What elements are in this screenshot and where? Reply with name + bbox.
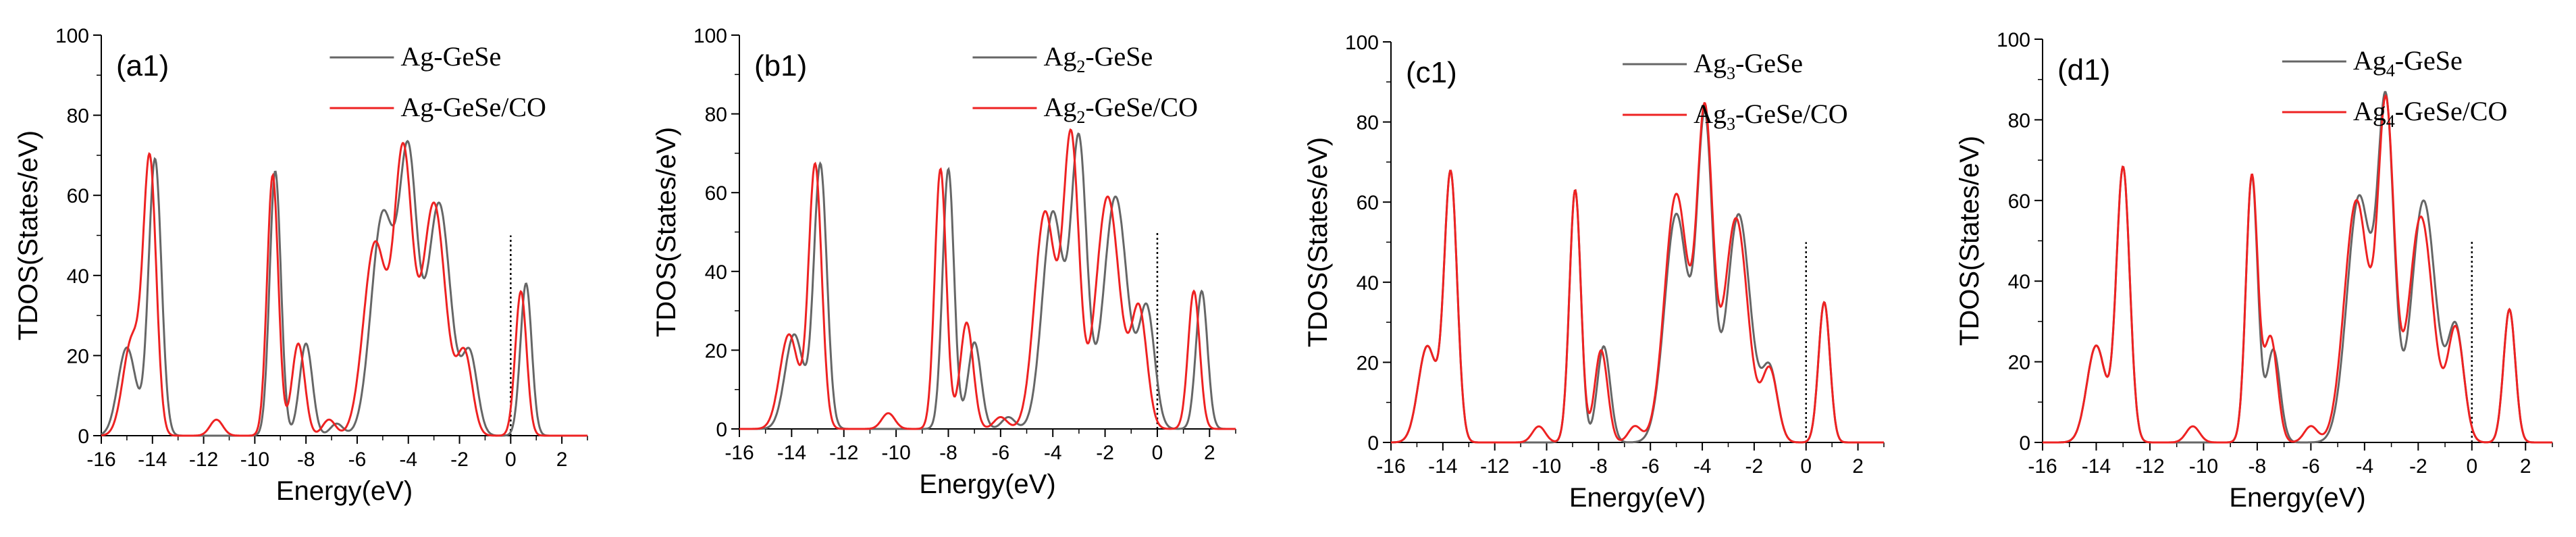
y-tick-label: 0 — [2019, 432, 2030, 455]
x-tick-label: -4 — [1693, 455, 1712, 478]
y-tick-label: 60 — [67, 185, 89, 207]
y-tick-label: 40 — [67, 265, 89, 288]
x-tick-label: -8 — [2249, 455, 2267, 478]
x-tick-label: 0 — [1152, 442, 1163, 464]
x-tick-label: -14 — [2082, 455, 2111, 478]
y-axis-title: TDOS(States/eV) — [652, 127, 681, 337]
x-tick-label: -16 — [1376, 455, 1405, 478]
x-tick-label: -16 — [725, 442, 754, 464]
x-tick-label: -10 — [2189, 455, 2218, 478]
legend-entry: Ag2-GeSe/CO — [1043, 92, 1198, 127]
y-tick-label: 20 — [705, 340, 727, 362]
legend-entry: Ag3-GeSe/CO — [1693, 99, 1848, 134]
y-axis-title: TDOS(States/eV) — [14, 130, 43, 340]
y-tick-label: 40 — [1357, 272, 1379, 295]
x-tick-label: -8 — [297, 449, 315, 471]
legend-entry: Ag2-GeSe — [1043, 41, 1153, 76]
y-tick-label: 40 — [705, 261, 727, 284]
panel-label: (b1) — [754, 49, 807, 82]
x-tick-label: -12 — [2135, 455, 2164, 478]
x-tick-label: -6 — [991, 442, 1009, 464]
legend-entry: Ag-GeSe/CO — [400, 92, 546, 122]
x-tick-label: -2 — [1096, 442, 1114, 464]
x-tick-label: 0 — [505, 449, 517, 471]
x-axis-title: Energy(eV) — [1569, 483, 1706, 513]
y-axis-title: TDOS(States/eV) — [1955, 136, 1984, 346]
series-line — [101, 140, 587, 437]
y-tick-label: 0 — [78, 426, 89, 448]
series-line — [2043, 93, 2552, 444]
y-tick-label: 100 — [1997, 29, 2030, 51]
x-tick-label: -12 — [189, 449, 218, 471]
chart-panel: -16 -14 -12 -10 -8 -6 -4 -2 0 2020406080100Energy… — [1303, 32, 1885, 513]
x-tick-label: -8 — [939, 442, 957, 464]
x-tick-label: 2 — [1852, 455, 1864, 478]
series-line — [101, 142, 587, 437]
y-tick-label: 0 — [716, 419, 727, 441]
x-tick-label: -4 — [399, 449, 417, 471]
y-tick-label: 20 — [1357, 352, 1379, 374]
x-tick-label: -2 — [450, 449, 469, 471]
x-tick-label: -10 — [240, 449, 269, 471]
panel-label: (d1) — [2057, 53, 2110, 86]
x-tick-label: 2 — [1204, 442, 1215, 464]
x-tick-label: -6 — [1641, 455, 1660, 478]
y-tick-label: 40 — [2008, 271, 2030, 293]
y-tick-label: 100 — [1345, 32, 1379, 54]
y-tick-label: 20 — [2008, 352, 2030, 374]
x-tick-label: -10 — [881, 442, 910, 464]
legend-entry: Ag4-GeSe — [2353, 45, 2463, 80]
x-axis-title: Energy(eV) — [2229, 483, 2365, 513]
y-tick-label: 20 — [67, 345, 89, 367]
chart-panel: -16 -14 -12 -10 -8 -6 -4 -2 0 2020406080100Energy… — [14, 25, 588, 506]
x-tick-label: -2 — [2409, 455, 2427, 478]
y-tick-label: 80 — [67, 105, 89, 128]
y-tick-label: 60 — [705, 182, 727, 205]
x-tick-label: -16 — [2028, 455, 2057, 478]
panel-label: (a1) — [116, 49, 169, 82]
series-line — [1390, 109, 1884, 444]
y-tick-label: 100 — [55, 25, 89, 47]
legend-entry: Ag3-GeSe — [1693, 48, 1803, 83]
series-line — [1390, 101, 1884, 444]
series-line — [739, 132, 1236, 430]
x-tick-label: -12 — [829, 442, 858, 464]
chart-panel: -16 -14 -12 -10 -8 -6 -4 -2 0 2020406080100Energy… — [652, 25, 1236, 499]
y-tick-label: 60 — [2008, 190, 2030, 213]
y-tick-label: 80 — [2008, 109, 2030, 132]
x-tick-label: -14 — [138, 449, 167, 471]
x-tick-label: -8 — [1589, 455, 1608, 478]
x-tick-label: -4 — [1044, 442, 1062, 464]
series-line — [2043, 91, 2552, 444]
x-tick-label: -14 — [1428, 455, 1457, 478]
x-tick-label: 2 — [556, 449, 568, 471]
legend-entry: Ag-GeSe — [400, 41, 501, 72]
y-axis-title: TDOS(States/eV) — [1303, 137, 1333, 347]
legend-entry: Ag4-GeSe/CO — [2353, 96, 2508, 131]
x-tick-label: -14 — [777, 442, 806, 464]
chart-panel: -16 -14 -12 -10 -8 -6 -4 -2 0 2020406080100Energy… — [1955, 29, 2553, 513]
y-tick-label: 60 — [1357, 192, 1379, 214]
x-tick-label: -6 — [2302, 455, 2320, 478]
x-tick-label: 2 — [2520, 455, 2531, 478]
y-tick-label: 80 — [705, 104, 727, 126]
y-tick-label: 0 — [1367, 432, 1379, 455]
x-tick-label: -6 — [348, 449, 367, 471]
x-axis-title: Energy(eV) — [276, 476, 413, 506]
x-axis-title: Energy(eV) — [919, 469, 1055, 499]
x-tick-label: -10 — [1532, 455, 1561, 478]
x-tick-label: 0 — [2466, 455, 2477, 478]
x-tick-label: 0 — [1800, 455, 1812, 478]
x-tick-label: -2 — [1745, 455, 1764, 478]
y-tick-label: 100 — [693, 25, 727, 47]
x-tick-label: -12 — [1480, 455, 1509, 478]
y-tick-label: 80 — [1357, 112, 1379, 134]
x-tick-label: -16 — [86, 449, 115, 471]
panel-label: (c1) — [1406, 56, 1457, 89]
series-line — [739, 128, 1236, 430]
x-tick-label: -4 — [2355, 455, 2373, 478]
